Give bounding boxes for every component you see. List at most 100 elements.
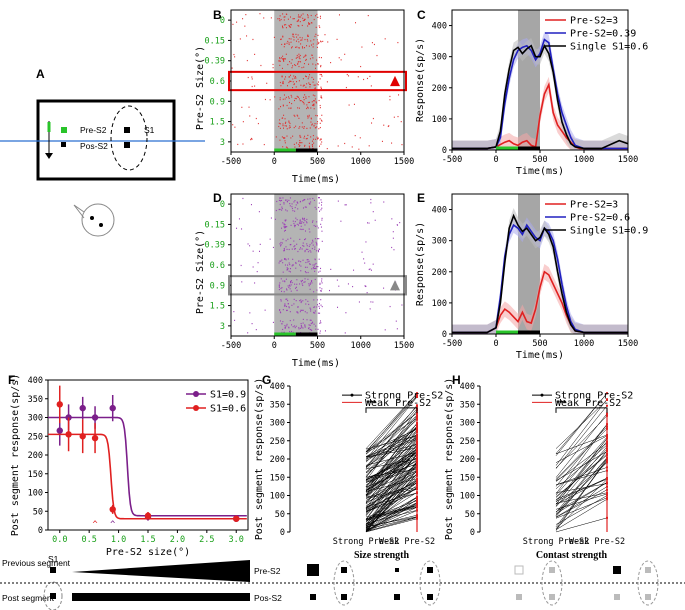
spike-tick (320, 119, 322, 121)
spike-tick (298, 117, 300, 119)
spike-tick (300, 61, 302, 63)
pair-line (365, 479, 418, 530)
spike-tick (288, 199, 290, 201)
spike-tick (355, 22, 357, 24)
spike-tick (300, 265, 302, 267)
y-tick-label: 200 (28, 451, 43, 461)
spike-tick (308, 327, 310, 329)
pair-line (365, 396, 418, 455)
spike-tick (300, 100, 302, 102)
spike-tick (318, 251, 320, 253)
spike-tick (298, 328, 300, 330)
spike-tick (288, 76, 290, 78)
spike-tick (364, 285, 366, 287)
spike-tick (316, 123, 318, 125)
spike-tick (318, 238, 320, 240)
spike-tick (307, 248, 309, 251)
spike-tick (301, 142, 303, 144)
x-tick-label: -500 (442, 339, 462, 349)
spike-tick (233, 53, 235, 56)
spike-tick (299, 36, 301, 39)
spike-tick (395, 320, 397, 322)
spike-tick (310, 40, 312, 42)
spike-tick (286, 289, 288, 291)
x-axis-label: Time(ms) (516, 166, 564, 177)
raster-row-label: 0 (220, 200, 225, 210)
spike-tick (310, 22, 312, 24)
pair-line (365, 470, 418, 493)
spike-tick (297, 20, 299, 22)
spike-tick (283, 203, 285, 205)
spike-tick (278, 60, 280, 62)
spike-tick (288, 38, 290, 40)
spike-tick (317, 84, 319, 86)
spike-tick (316, 13, 318, 15)
y-axis-label: Post segment response(sp/s) (254, 378, 265, 541)
spike-tick (281, 206, 283, 208)
spike-tick (280, 287, 282, 290)
spike-tick (309, 263, 311, 265)
spike-tick (296, 311, 298, 313)
pair-line (555, 438, 608, 503)
y-tick-label: 50 (33, 507, 43, 517)
spike-tick (279, 60, 281, 62)
spike-tick (337, 306, 339, 308)
y-tick-label: 300 (432, 237, 447, 247)
spike-tick (279, 320, 281, 322)
spike-tick (311, 144, 313, 146)
spike-tick (281, 136, 283, 138)
spike-tick (305, 299, 307, 301)
spike-tick (383, 201, 385, 203)
spike-tick (302, 17, 304, 19)
pair-line (555, 482, 608, 514)
spike-tick (311, 221, 313, 223)
spike-tick (281, 57, 283, 59)
spike-tick (298, 60, 300, 63)
spike-tick (345, 312, 347, 314)
spike-tick (309, 250, 311, 252)
significance-stars: *** (367, 399, 377, 408)
spike-tick (294, 200, 296, 202)
spike-tick (314, 258, 316, 260)
spike-tick (302, 284, 304, 287)
spike-tick (396, 328, 398, 330)
spike-tick (285, 146, 287, 148)
spike-tick (293, 246, 295, 248)
spike-tick (286, 85, 288, 87)
spike-tick (302, 300, 304, 302)
spike-tick (321, 288, 323, 290)
pair-line (555, 458, 608, 531)
raster-b-xlabel: Time(ms) (292, 174, 340, 185)
spike-tick (316, 289, 318, 291)
spike-tick (303, 199, 305, 201)
spike-tick (295, 40, 297, 42)
spike-tick (291, 248, 293, 250)
spike-tick (288, 127, 290, 129)
spike-tick (299, 222, 301, 225)
spike-tick (295, 98, 297, 100)
spike-tick (293, 83, 295, 86)
spike-tick (321, 305, 323, 308)
pair-line (555, 435, 608, 463)
spike-tick (370, 202, 372, 204)
spike-tick (306, 312, 308, 314)
spike-tick (249, 115, 251, 117)
spike-tick (288, 286, 290, 289)
pair-line (365, 473, 418, 533)
spike-tick (358, 301, 360, 303)
spike-tick (282, 117, 284, 119)
spike-tick (285, 24, 287, 26)
spike-tick (306, 243, 308, 245)
spike-tick (284, 280, 286, 282)
spike-tick (344, 204, 346, 206)
spike-tick (294, 248, 296, 250)
spike-tick (279, 123, 281, 125)
spike-tick (303, 219, 305, 221)
spike-tick (319, 104, 321, 107)
spike-tick (282, 57, 284, 60)
spike-tick (285, 298, 287, 300)
spike-tick (292, 35, 294, 37)
x-tick-label: 1500 (394, 157, 414, 167)
spike-tick (317, 63, 319, 65)
significance-bracket (555, 407, 608, 413)
